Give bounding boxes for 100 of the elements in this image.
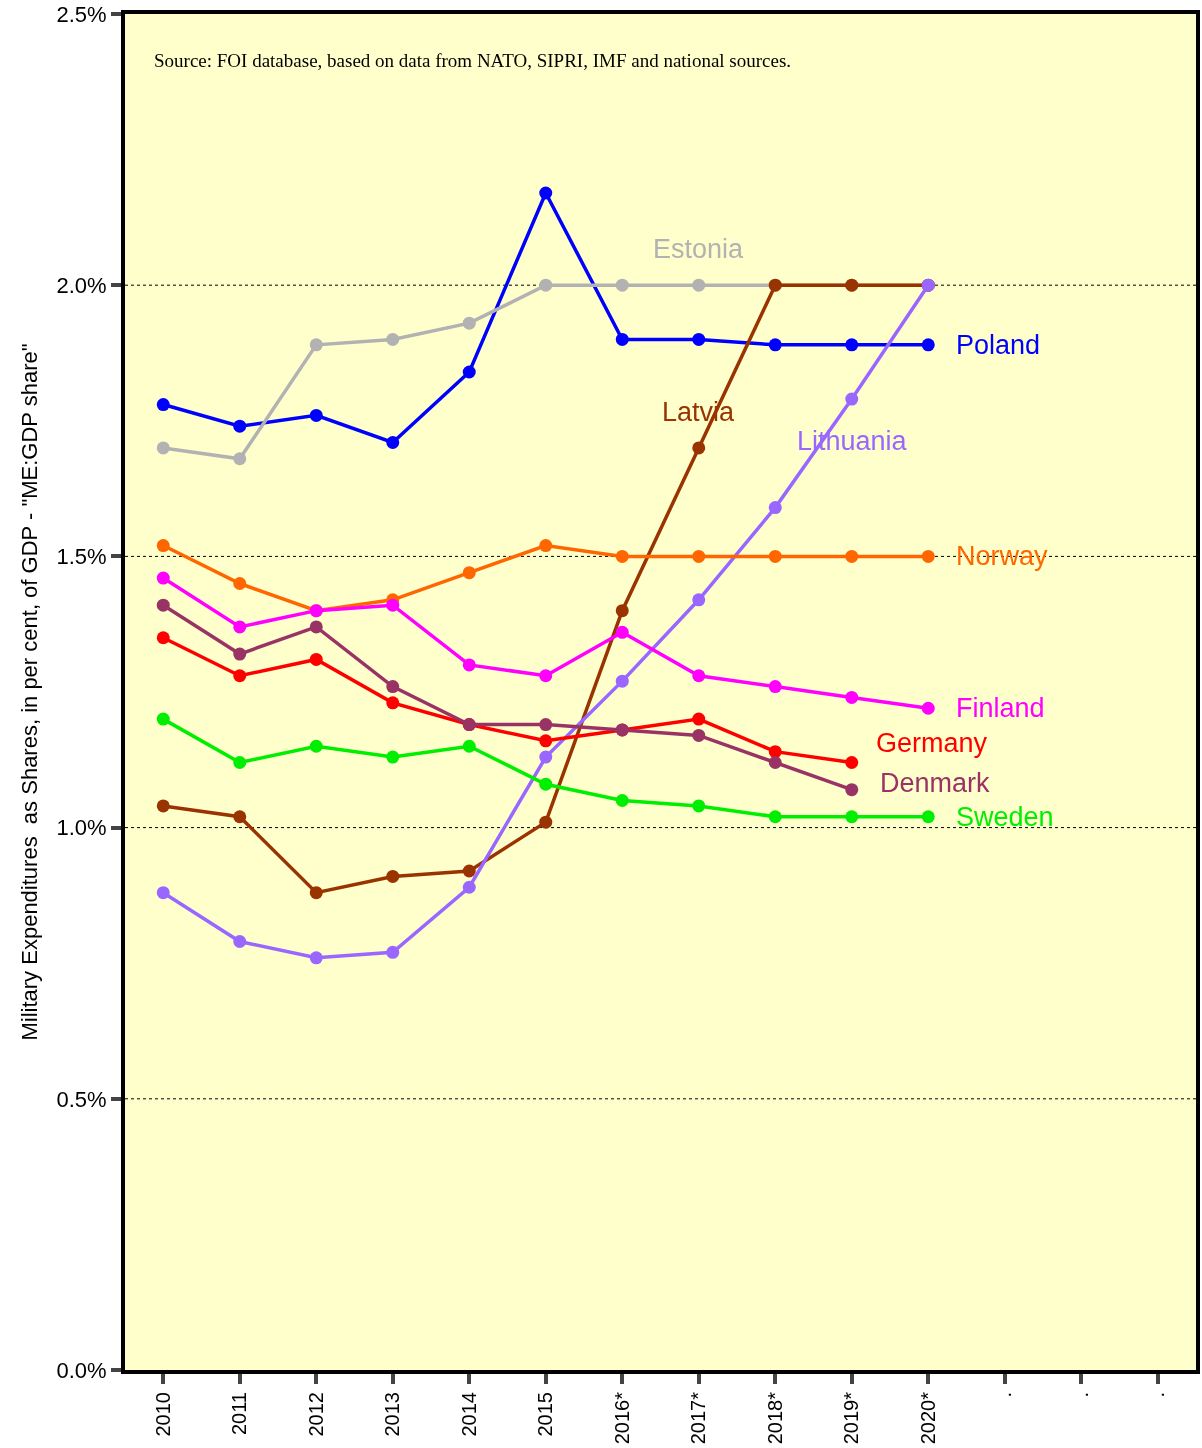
point (156, 539, 170, 553)
point (233, 647, 247, 661)
point (386, 680, 400, 694)
point (309, 652, 323, 666)
point (462, 365, 476, 379)
point (462, 739, 476, 753)
point (156, 398, 170, 412)
point (462, 566, 476, 580)
point (615, 332, 629, 346)
point (462, 880, 476, 894)
point (309, 620, 323, 634)
point (845, 810, 859, 824)
point (309, 951, 323, 965)
x-tick-label: 2011 (228, 1392, 251, 1436)
point (692, 728, 706, 742)
point (462, 658, 476, 672)
point (156, 799, 170, 813)
point (845, 392, 859, 406)
point (386, 696, 400, 710)
point (768, 549, 782, 563)
series-label: Norway (956, 541, 1049, 571)
point (233, 452, 247, 466)
series-label: Poland (956, 330, 1041, 360)
point (462, 864, 476, 878)
annotation: Source: FOI database, based on data from NATO, SIPRI, IMF and national sources. (154, 50, 792, 71)
point (539, 777, 553, 791)
y-axis-title: Military Expenditures as Shares, in per cent, of GDP - "ME:GDP share" (16, 343, 42, 1041)
point (233, 756, 247, 769)
x-tick-label: 2016* (610, 1391, 633, 1445)
point (768, 501, 782, 515)
series-label: Finland (956, 693, 1045, 723)
point (845, 690, 859, 704)
point (539, 734, 553, 748)
x-tick-label: 2019* (840, 1391, 863, 1445)
y-tick-label: 1.0% (56, 815, 107, 841)
y-tick-label: 2.5% (56, 1, 107, 27)
point (462, 316, 476, 330)
point (386, 945, 400, 959)
point (692, 712, 706, 726)
point (692, 593, 706, 607)
y-tick-label: 0.5% (56, 1086, 107, 1112)
y-tick-label: 0.0% (56, 1357, 107, 1383)
y-tick-label: 1.5% (56, 544, 107, 570)
x-tick-label: 2014 (457, 1392, 480, 1437)
point (156, 571, 170, 585)
x-tick-label: . (1069, 1392, 1092, 1398)
x-tick-label: 2015 (534, 1392, 557, 1437)
series-label: Sweden (956, 802, 1054, 832)
point (845, 756, 859, 769)
x-tick-label: 2013 (381, 1392, 404, 1437)
x-tick-label: 2020* (916, 1391, 939, 1445)
point (768, 745, 782, 759)
point (233, 810, 247, 824)
point (539, 750, 553, 764)
x-tick-label: 2010 (151, 1392, 174, 1437)
point (692, 441, 706, 455)
point (233, 935, 247, 948)
point (845, 338, 859, 352)
point (539, 815, 553, 829)
point (233, 577, 247, 591)
point (692, 799, 706, 813)
x-tick-label: . (1146, 1392, 1169, 1398)
point (539, 718, 553, 732)
point (615, 674, 629, 688)
point (309, 739, 323, 753)
point (768, 756, 782, 769)
series-label: Germany (876, 728, 988, 758)
x-tick-label: . (993, 1392, 1016, 1398)
point (692, 669, 706, 683)
point (386, 598, 400, 612)
point (309, 886, 323, 900)
x-tick-label: 2012 (304, 1392, 327, 1437)
point (309, 408, 323, 422)
point (309, 338, 323, 352)
point (386, 436, 400, 449)
point (156, 886, 170, 900)
point (921, 810, 935, 824)
point (692, 332, 706, 346)
point (539, 186, 553, 200)
point (768, 680, 782, 694)
series-label: Denmark (880, 768, 991, 798)
x-tick-label: 2018* (763, 1391, 786, 1445)
point (692, 549, 706, 563)
point (233, 419, 247, 433)
point (845, 783, 859, 797)
point (386, 869, 400, 883)
y-tick-label: 2.0% (56, 272, 107, 298)
point (615, 549, 629, 563)
point (692, 278, 706, 292)
point (539, 278, 553, 292)
point (921, 338, 935, 352)
point (845, 549, 859, 563)
point (768, 338, 782, 352)
point (386, 750, 400, 764)
point (233, 620, 247, 634)
point (921, 549, 935, 563)
point (615, 604, 629, 618)
x-tick-label: 2017* (687, 1391, 710, 1445)
point (233, 669, 247, 683)
point (539, 539, 553, 553)
